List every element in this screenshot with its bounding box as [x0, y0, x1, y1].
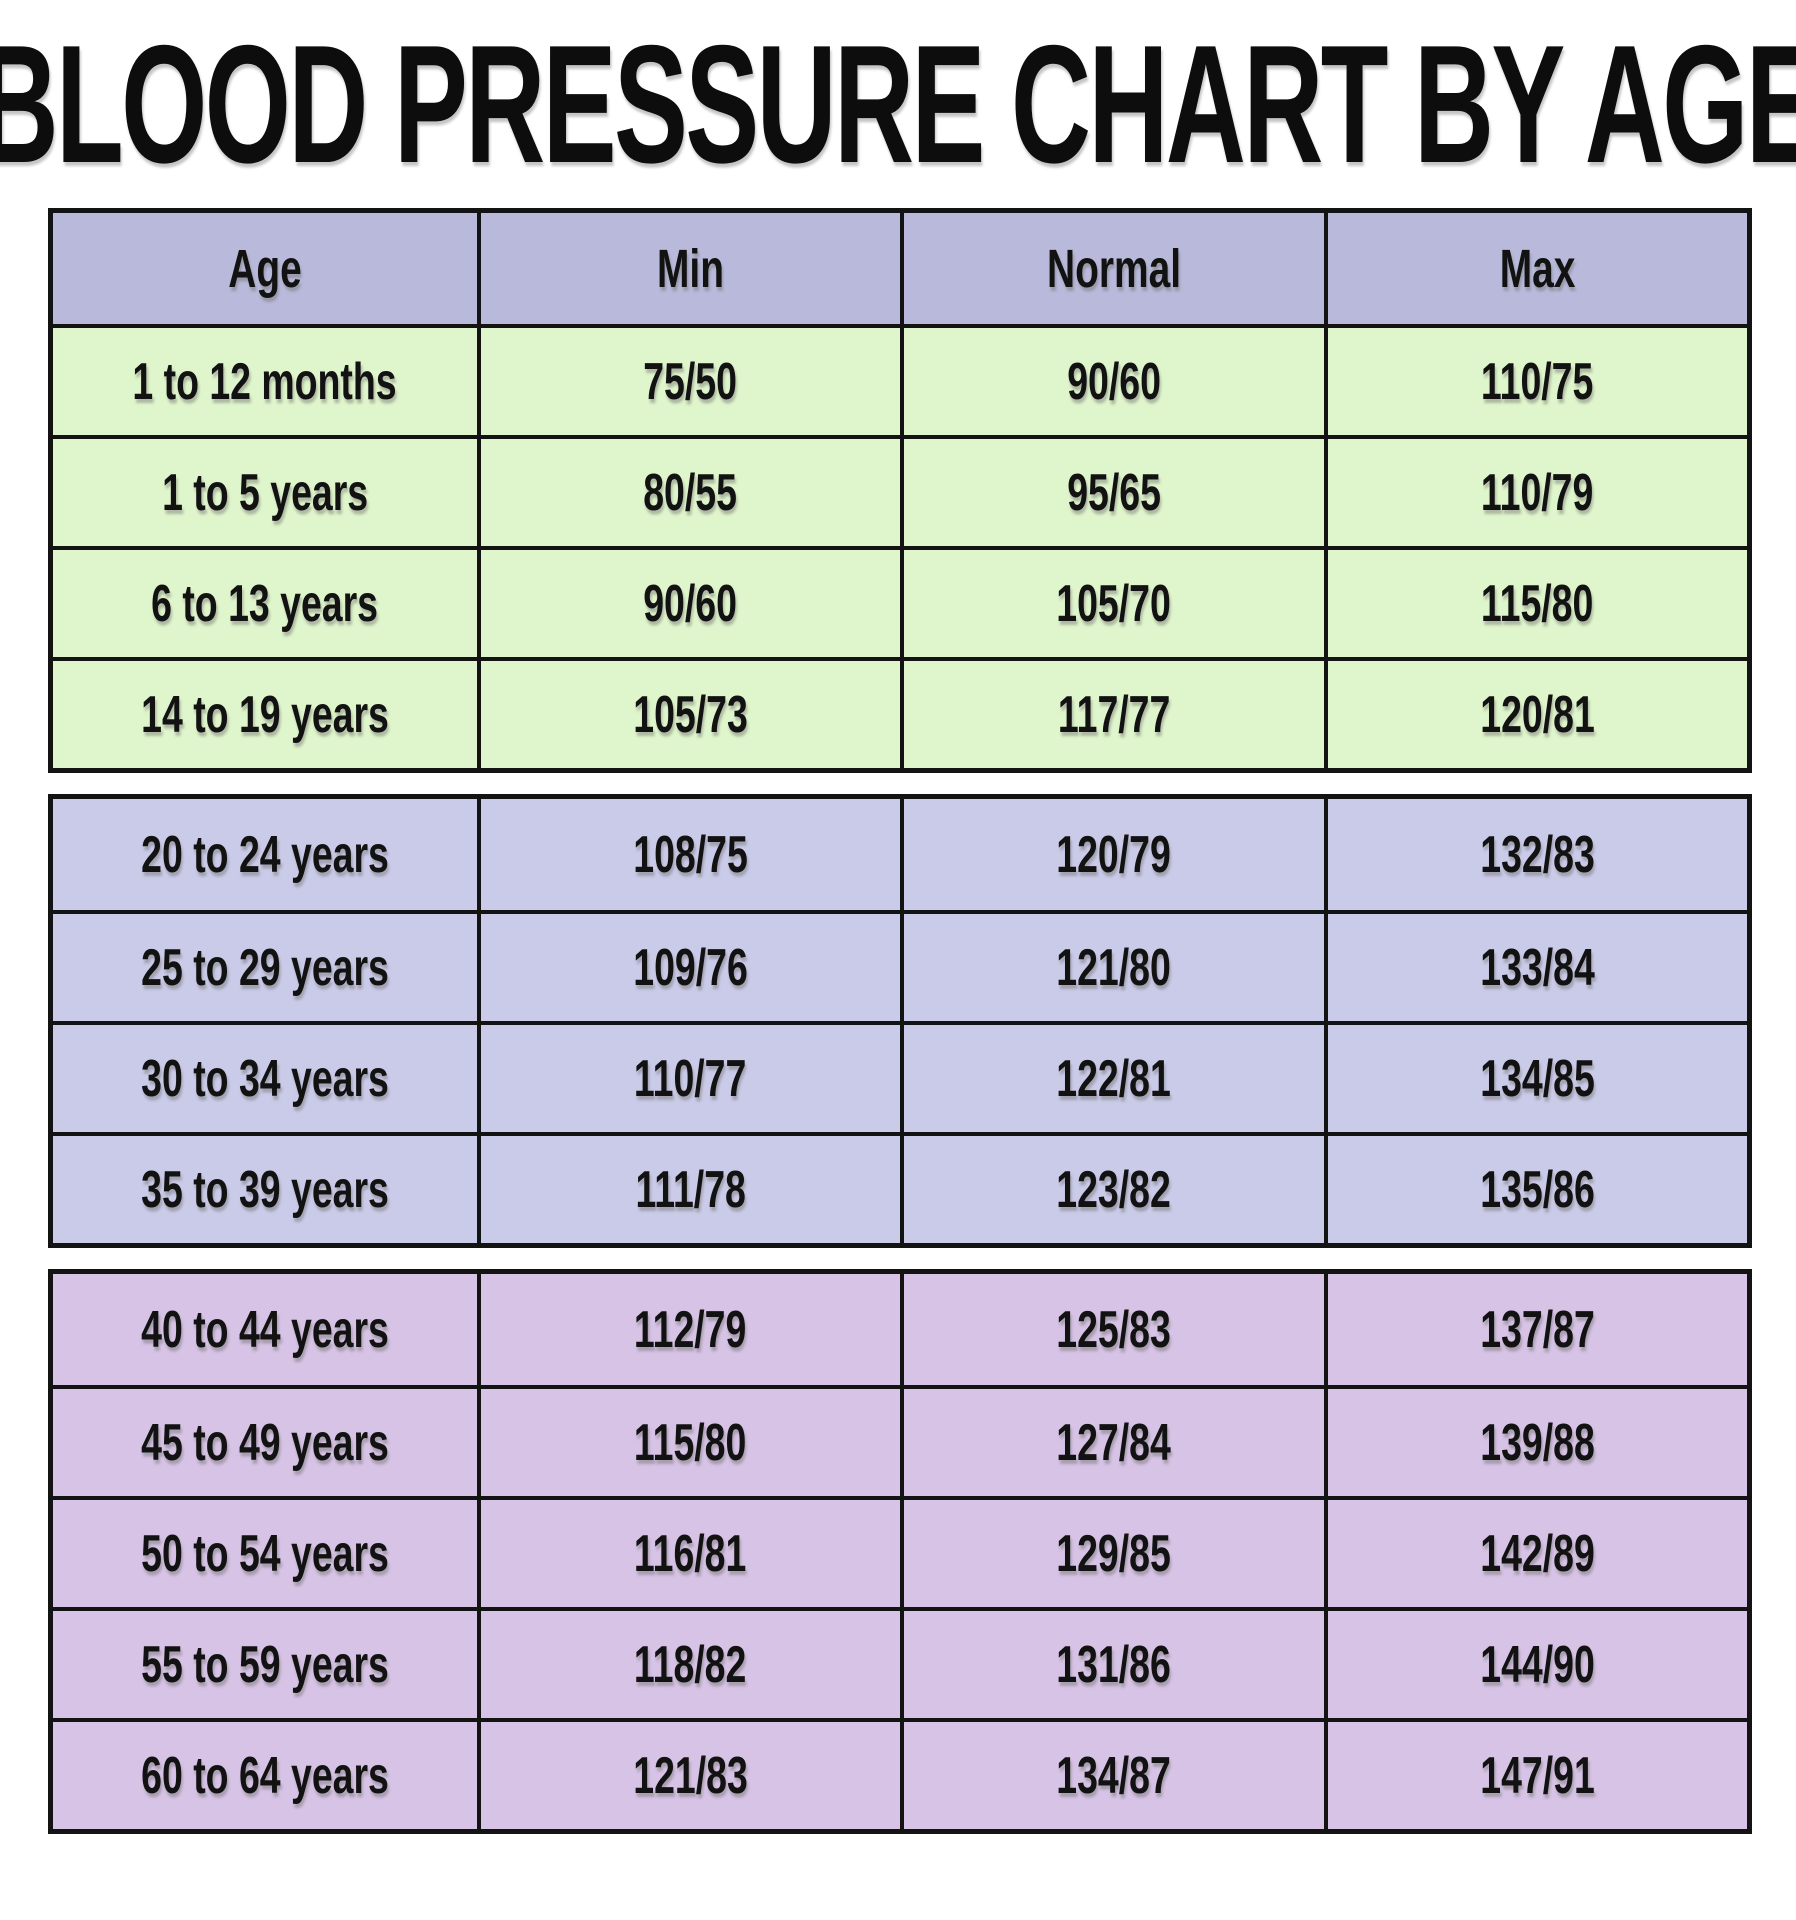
table-row: 50 to 54 years 116/81 129/85 142/89 [53, 1496, 1747, 1607]
bp-table-infants-and-teens: Age Min Normal Max 1 to 12 months 75/50 … [48, 208, 1752, 773]
max-cell: 132/83 [1323, 799, 1748, 910]
bp-table-adults-20-39: 20 to 24 years 108/75 120/79 132/83 25 t… [48, 794, 1752, 1248]
table-row: 14 to 19 years 105/73 117/77 120/81 [53, 657, 1747, 768]
min-cell: 121/83 [476, 1722, 901, 1829]
max-cell: 147/91 [1323, 1722, 1748, 1829]
max-cell: 133/84 [1323, 914, 1748, 1021]
min-cell: 110/77 [476, 1025, 901, 1132]
column-header-min: Min [476, 213, 901, 324]
max-cell: 144/90 [1323, 1611, 1748, 1718]
normal-cell: 123/82 [900, 1136, 1324, 1243]
normal-cell: 131/86 [900, 1611, 1324, 1718]
min-cell: 75/50 [476, 328, 901, 435]
age-cell: 14 to 19 years [140, 685, 389, 744]
table-row: 35 to 39 years 111/78 123/82 135/86 [53, 1132, 1747, 1243]
normal-cell: 105/70 [900, 550, 1324, 657]
max-cell: 137/87 [1323, 1274, 1748, 1385]
min-cell: 108/75 [476, 799, 901, 910]
max-cell: 139/88 [1323, 1389, 1748, 1496]
max-cell: 134/85 [1323, 1025, 1748, 1132]
table-row: 30 to 34 years 110/77 122/81 134/85 [53, 1021, 1747, 1132]
table-row: 45 to 49 years 115/80 127/84 139/88 [53, 1385, 1747, 1496]
age-cell: 20 to 24 years [140, 825, 389, 884]
min-cell: 80/55 [476, 439, 901, 546]
normal-cell: 127/84 [900, 1389, 1324, 1496]
normal-cell: 117/77 [900, 661, 1324, 768]
age-cell: 25 to 29 years [140, 938, 389, 997]
min-cell: 111/78 [476, 1136, 901, 1243]
table-row: 6 to 13 years 90/60 105/70 115/80 [53, 546, 1747, 657]
table-header-row: Age Min Normal Max [53, 213, 1747, 324]
table-row: 25 to 29 years 109/76 121/80 133/84 [53, 910, 1747, 1021]
age-cell: 45 to 49 years [140, 1413, 389, 1472]
normal-cell: 125/83 [900, 1274, 1324, 1385]
age-cell: 60 to 64 years [140, 1746, 389, 1805]
age-cell: 30 to 34 years [140, 1049, 389, 1108]
age-cell: 40 to 44 years [140, 1300, 389, 1359]
table-row: 40 to 44 years 112/79 125/83 137/87 [53, 1274, 1747, 1385]
page-title-area: BLOOD PRESSURE CHART BY AGE [0, 0, 1796, 208]
age-cell: 55 to 59 years [140, 1635, 389, 1694]
min-cell: 90/60 [476, 550, 901, 657]
age-cell: 1 to 5 years [161, 463, 368, 522]
table-row: 1 to 5 years 80/55 95/65 110/79 [53, 435, 1747, 546]
min-cell: 118/82 [476, 1611, 901, 1718]
bp-table-adults-40-64: 40 to 44 years 112/79 125/83 137/87 45 t… [48, 1269, 1752, 1834]
max-cell: 142/89 [1323, 1500, 1748, 1607]
max-cell: 110/75 [1323, 328, 1748, 435]
normal-cell: 95/65 [900, 439, 1324, 546]
normal-cell: 134/87 [900, 1722, 1324, 1829]
min-cell: 115/80 [476, 1389, 901, 1496]
age-cell: 35 to 39 years [140, 1160, 389, 1219]
normal-cell: 122/81 [900, 1025, 1324, 1132]
column-header-normal: Normal [900, 213, 1324, 324]
table-row: 20 to 24 years 108/75 120/79 132/83 [53, 799, 1747, 910]
table-row: 55 to 59 years 118/82 131/86 144/90 [53, 1607, 1747, 1718]
column-header-max: Max [1323, 213, 1748, 324]
normal-cell: 129/85 [900, 1500, 1324, 1607]
page-title: BLOOD PRESSURE CHART BY AGE [0, 9, 1796, 198]
table-row: 1 to 12 months 75/50 90/60 110/75 [53, 324, 1747, 435]
max-cell: 135/86 [1323, 1136, 1748, 1243]
normal-cell: 120/79 [900, 799, 1324, 910]
age-cell: 50 to 54 years [140, 1524, 389, 1583]
max-cell: 110/79 [1323, 439, 1748, 546]
normal-cell: 121/80 [900, 914, 1324, 1021]
table-row: 60 to 64 years 121/83 134/87 147/91 [53, 1718, 1747, 1829]
min-cell: 116/81 [476, 1500, 901, 1607]
age-cell: 6 to 13 years [151, 574, 379, 633]
normal-cell: 90/60 [900, 328, 1324, 435]
max-cell: 120/81 [1323, 661, 1748, 768]
max-cell: 115/80 [1323, 550, 1748, 657]
column-header-age: Age [228, 238, 302, 299]
age-cell: 1 to 12 months [132, 352, 397, 411]
min-cell: 105/73 [476, 661, 901, 768]
min-cell: 112/79 [476, 1274, 901, 1385]
min-cell: 109/76 [476, 914, 901, 1021]
